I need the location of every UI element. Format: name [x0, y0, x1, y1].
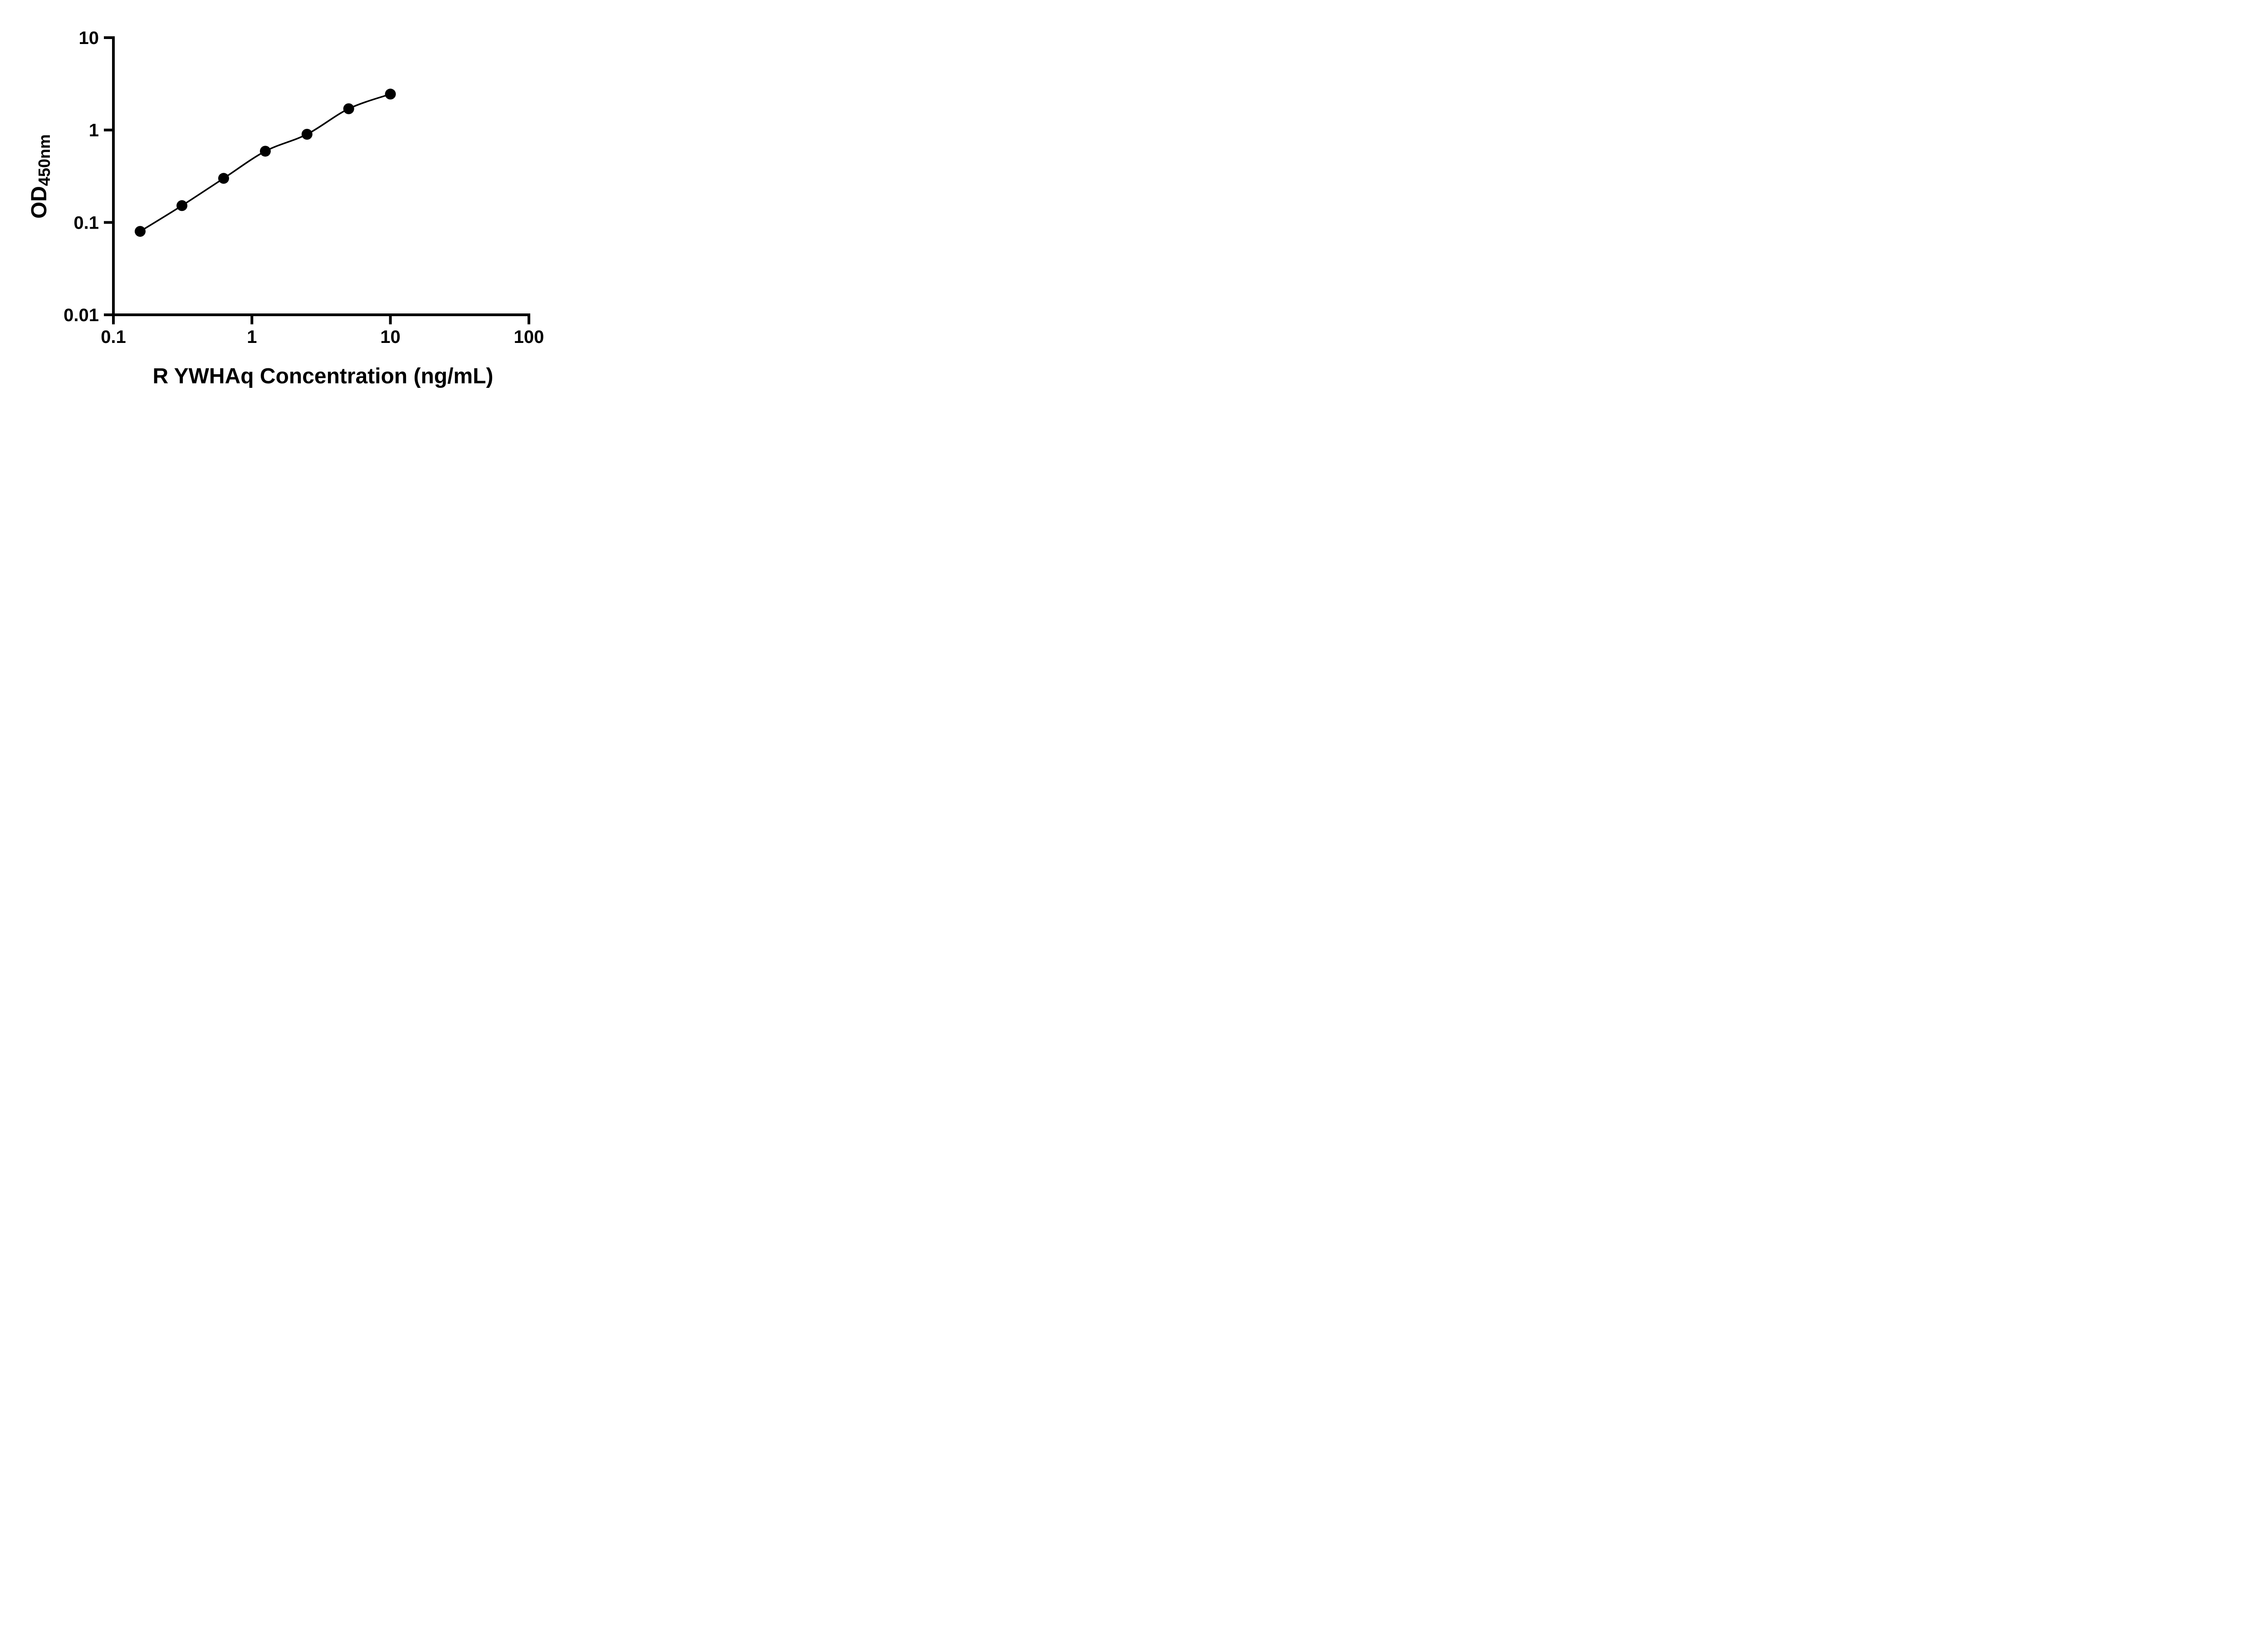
data-point [343, 103, 354, 114]
y-axis-title-main: OD [27, 186, 51, 219]
data-point [301, 128, 313, 140]
y-tick-label: 0.01 [64, 305, 99, 325]
standard-curve-line [140, 93, 391, 232]
elisa-standard-curve-figure: 0.01 0.1 1 10 0.1 1 10 100 R YWHAq Concentratio… [0, 0, 583, 408]
data-point [134, 226, 146, 237]
y-tick-label: 10 [79, 28, 99, 48]
x-tick-label: 0.1 [101, 327, 126, 347]
x-tick-label: 10 [380, 327, 401, 347]
x-tick-label: 1 [247, 327, 257, 347]
y-axis-title-subscript: 450nm [35, 134, 54, 186]
y-axis-title: OD450nm [27, 134, 54, 219]
data-point [218, 173, 230, 184]
x-axis-title: R YWHAq Concentration (ng/mL) [152, 364, 493, 388]
data-point [176, 200, 188, 211]
data-point [259, 146, 271, 157]
x-tick-label: 100 [514, 327, 544, 347]
y-tick-label: 1 [89, 121, 99, 141]
data-point [385, 88, 396, 100]
y-tick-label: 0.1 [73, 213, 99, 233]
